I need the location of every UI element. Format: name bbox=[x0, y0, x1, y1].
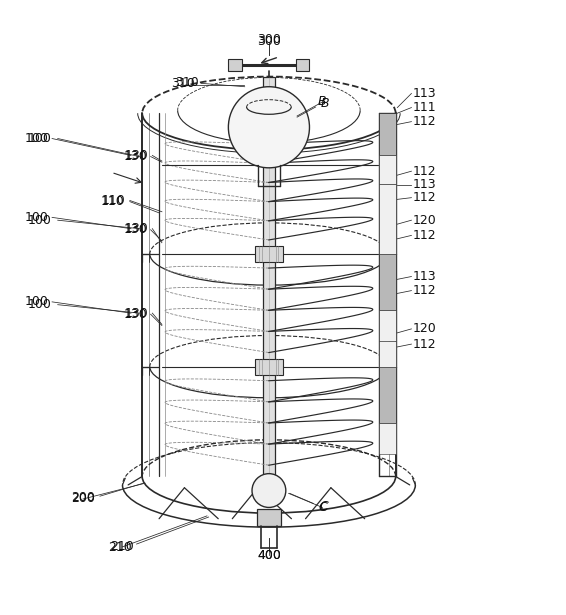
Text: 200: 200 bbox=[71, 491, 95, 504]
Text: 112: 112 bbox=[413, 191, 436, 204]
Text: 100: 100 bbox=[24, 295, 48, 308]
Text: 120: 120 bbox=[413, 322, 436, 335]
Text: 210: 210 bbox=[108, 541, 131, 554]
Text: 100: 100 bbox=[28, 298, 52, 311]
Text: C: C bbox=[318, 501, 327, 514]
Text: 400: 400 bbox=[257, 549, 281, 562]
Polygon shape bbox=[255, 246, 283, 262]
Text: 112: 112 bbox=[413, 338, 436, 351]
Polygon shape bbox=[379, 254, 396, 311]
Text: 113: 113 bbox=[413, 178, 436, 191]
Circle shape bbox=[252, 474, 286, 507]
Text: B: B bbox=[318, 95, 327, 108]
Text: 100: 100 bbox=[28, 132, 52, 145]
Text: B: B bbox=[320, 97, 329, 110]
Text: 110: 110 bbox=[102, 194, 126, 207]
Polygon shape bbox=[379, 156, 396, 184]
Text: 130: 130 bbox=[123, 150, 147, 163]
Text: 400: 400 bbox=[257, 549, 281, 562]
Text: 210: 210 bbox=[110, 541, 134, 554]
Text: 130: 130 bbox=[125, 307, 148, 320]
Text: 130: 130 bbox=[125, 222, 148, 235]
Polygon shape bbox=[228, 58, 242, 71]
Text: 100: 100 bbox=[24, 132, 48, 145]
Polygon shape bbox=[379, 341, 396, 367]
Text: 300: 300 bbox=[257, 35, 281, 48]
Polygon shape bbox=[379, 423, 396, 454]
Text: 110: 110 bbox=[101, 195, 125, 208]
Polygon shape bbox=[263, 77, 275, 485]
Text: 310: 310 bbox=[171, 77, 195, 90]
Polygon shape bbox=[379, 311, 396, 341]
Polygon shape bbox=[256, 509, 281, 526]
Text: 130: 130 bbox=[123, 223, 147, 236]
Text: 100: 100 bbox=[24, 211, 48, 224]
Circle shape bbox=[228, 87, 310, 168]
Text: 130: 130 bbox=[123, 308, 147, 321]
Text: 112: 112 bbox=[413, 115, 436, 128]
Text: 113: 113 bbox=[413, 87, 436, 100]
Text: 130: 130 bbox=[125, 149, 148, 162]
Polygon shape bbox=[296, 58, 310, 71]
Polygon shape bbox=[255, 359, 283, 375]
Polygon shape bbox=[379, 184, 396, 254]
Text: 100: 100 bbox=[28, 213, 52, 227]
Text: 111: 111 bbox=[413, 101, 436, 114]
Polygon shape bbox=[379, 113, 396, 156]
Text: 112: 112 bbox=[413, 229, 436, 242]
Polygon shape bbox=[379, 367, 396, 423]
Text: 300: 300 bbox=[257, 33, 281, 47]
Text: 120: 120 bbox=[413, 213, 436, 227]
Text: C: C bbox=[319, 500, 328, 513]
Text: 112: 112 bbox=[413, 165, 436, 178]
Text: 112: 112 bbox=[413, 284, 436, 297]
Text: 113: 113 bbox=[413, 270, 436, 283]
Text: 310: 310 bbox=[175, 76, 199, 89]
Text: 200: 200 bbox=[71, 493, 95, 506]
